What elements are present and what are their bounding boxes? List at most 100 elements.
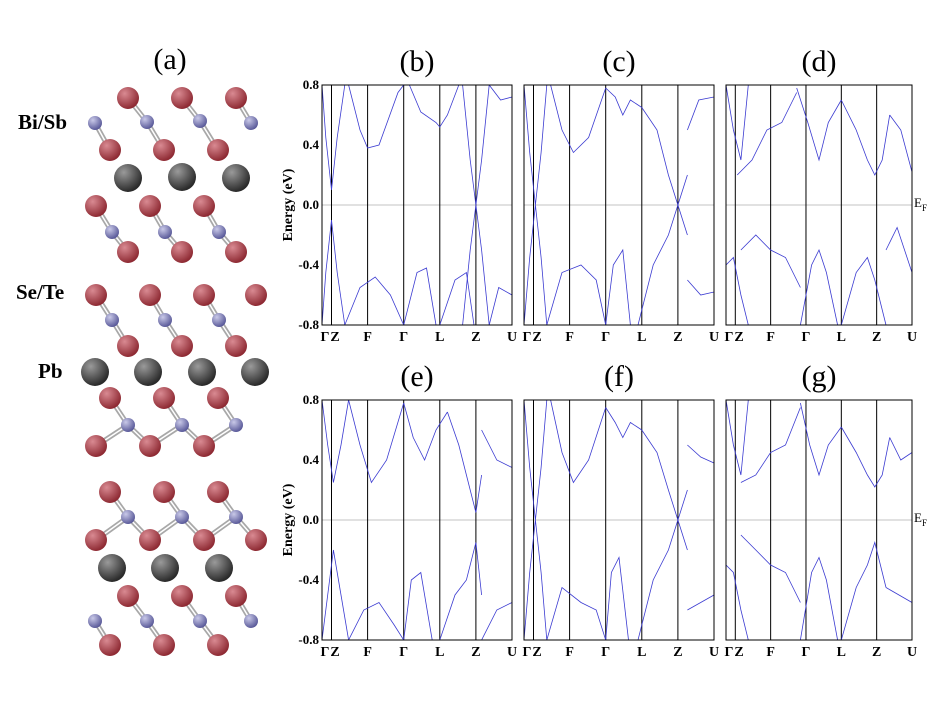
kpoint-label: Γ xyxy=(321,645,330,660)
atom-bi-sb xyxy=(140,614,154,628)
fermi-label-bottom: EF xyxy=(914,510,927,528)
kpoint-label: Γ xyxy=(523,330,532,345)
band-line xyxy=(403,267,437,326)
atom-se-te xyxy=(99,634,121,656)
band-line xyxy=(889,114,913,173)
atom-se-te xyxy=(225,335,247,357)
kpoint-label: Z xyxy=(872,330,881,345)
kpoint-label: Z xyxy=(673,330,682,345)
atom-bi-sb xyxy=(175,510,189,524)
kpoint-label: Γ xyxy=(399,330,408,345)
plot-frame xyxy=(523,399,715,641)
kpoint-label: U xyxy=(907,645,917,660)
kpoint-label: F xyxy=(565,645,574,660)
kpoint-label: Γ xyxy=(399,645,408,660)
atom-se-te xyxy=(207,387,229,409)
kpoint-label: F xyxy=(565,330,574,345)
atoms xyxy=(81,87,269,656)
band-line xyxy=(687,444,715,464)
kpoint-label: L xyxy=(435,330,444,345)
kpoint-label: Z xyxy=(734,645,743,660)
y-tick-label: -0.4 xyxy=(298,257,319,272)
atom-se-te xyxy=(207,634,229,656)
y-tick-label: 0.0 xyxy=(303,512,319,527)
band-line xyxy=(740,534,801,603)
kpoint-label: U xyxy=(507,330,517,345)
atom-bi-sb xyxy=(229,418,243,432)
atom-bi-sb xyxy=(244,614,258,628)
panel-label: (b) xyxy=(400,45,435,78)
y-tick-label: 0.8 xyxy=(303,392,320,407)
band-line xyxy=(740,407,801,483)
kpoint-label: Z xyxy=(734,330,743,345)
atom-pb xyxy=(114,164,142,192)
atom-pb xyxy=(151,554,179,582)
atom-se-te xyxy=(117,87,139,109)
crystal-structure-panel: (a) Bi/Sb Se/Te Pb xyxy=(16,43,269,656)
kpoint-label: Γ xyxy=(802,330,811,345)
band-line xyxy=(488,84,513,101)
atom-pb xyxy=(222,164,250,192)
kpoint-label: U xyxy=(709,330,719,345)
y-tick-label: 0.8 xyxy=(303,77,320,92)
atom-bi-sb xyxy=(212,313,226,327)
atom-bi-sb xyxy=(158,313,172,327)
atom-se-te xyxy=(207,481,229,503)
y-tick-label: -0.4 xyxy=(298,572,319,587)
kpoint-label: Γ xyxy=(321,330,330,345)
atom-se-te xyxy=(225,87,247,109)
kpoint-label: L xyxy=(435,645,444,660)
band-line xyxy=(403,571,433,641)
panel-label: (f) xyxy=(604,360,634,393)
atom-se-te xyxy=(117,241,139,263)
band-line xyxy=(546,264,607,326)
fermi-sub: F xyxy=(922,203,927,213)
kpoint-label: Z xyxy=(673,645,682,660)
band-line xyxy=(447,411,482,513)
band-line xyxy=(546,586,607,641)
atom-bi-sb xyxy=(244,116,258,130)
atom-se-te xyxy=(117,335,139,357)
atom-se-te xyxy=(193,195,215,217)
band-line xyxy=(885,587,913,603)
kpoint-label: Γ xyxy=(802,645,811,660)
band-line xyxy=(740,234,801,288)
band-line xyxy=(840,541,887,641)
atom-bi-sb xyxy=(175,418,189,432)
band-line xyxy=(840,99,891,176)
atom-se-te xyxy=(99,387,121,409)
band-line xyxy=(550,84,607,154)
atom-bi-sb xyxy=(158,225,172,239)
band-line xyxy=(687,594,715,611)
atom-se-te xyxy=(245,529,267,551)
atom-se-te xyxy=(85,435,107,457)
atom-se-te xyxy=(139,284,161,306)
band-line xyxy=(687,279,715,296)
band-line xyxy=(796,87,842,162)
band-panel-g: (g)Γ Z F Γ L Z U xyxy=(725,360,918,660)
band-line xyxy=(523,519,548,641)
band-line xyxy=(321,549,349,641)
kpoint-label: Z xyxy=(330,645,339,660)
atom-se-te xyxy=(171,241,193,263)
atom-se-te xyxy=(193,529,215,551)
y-tick-label: -0.8 xyxy=(298,317,319,332)
panel-label: (c) xyxy=(602,45,635,78)
band-line xyxy=(523,399,548,521)
band-line xyxy=(488,286,513,326)
kpoint-label: Γ xyxy=(725,645,734,660)
atom-se-te xyxy=(153,139,175,161)
kpoint-label: U xyxy=(907,330,917,345)
atom-pb xyxy=(98,554,126,582)
atom-bi-sb xyxy=(229,510,243,524)
atom-bi-sb xyxy=(105,313,119,327)
fermi-label-top: EF xyxy=(914,195,927,213)
atom-se-te xyxy=(85,195,107,217)
band-line xyxy=(725,564,749,641)
band-line xyxy=(481,429,513,468)
panel-label-a: (a) xyxy=(153,43,186,76)
y-tick-label: 0.4 xyxy=(303,137,320,152)
kpoint-label: F xyxy=(766,330,775,345)
plot-frame xyxy=(321,399,513,641)
